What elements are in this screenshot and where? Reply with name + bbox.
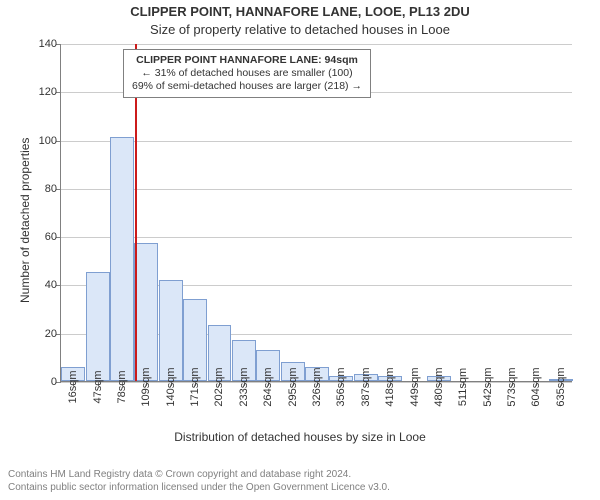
page-subtitle: Size of property relative to detached ho…	[0, 22, 600, 37]
xtick-label: 171sqm	[189, 367, 201, 406]
xtick-label: 326sqm	[311, 367, 323, 406]
xtick-label: 16sqm	[67, 370, 79, 403]
histogram-bar	[159, 280, 183, 381]
xtick-label: 202sqm	[213, 367, 225, 406]
chart-container: CLIPPER POINT, HANNAFORE LANE, LOOE, PL1…	[0, 0, 600, 500]
y-axis-label: Number of detached properties	[18, 138, 32, 303]
annotation-line-2: ← 31% of detached houses are smaller (10…	[132, 67, 362, 80]
xtick-label: 480sqm	[433, 367, 445, 406]
annotation-box: CLIPPER POINT HANNAFORE LANE: 94sqm ← 31…	[123, 49, 371, 98]
page-title: CLIPPER POINT, HANNAFORE LANE, LOOE, PL1…	[0, 4, 600, 19]
xtick-label: 387sqm	[360, 367, 372, 406]
xtick-label: 264sqm	[262, 367, 274, 406]
gridline	[61, 237, 572, 238]
ytick-label: 120	[39, 86, 57, 98]
annotation-line-1: CLIPPER POINT HANNAFORE LANE: 94sqm	[132, 54, 362, 67]
plot-area: CLIPPER POINT HANNAFORE LANE: 94sqm ← 31…	[60, 44, 572, 382]
xtick-label: 233sqm	[238, 367, 250, 406]
xtick-label: 604sqm	[530, 367, 542, 406]
ytick-label: 100	[39, 135, 57, 147]
xtick-label: 418sqm	[384, 367, 396, 406]
xtick-label: 573sqm	[506, 367, 518, 406]
xtick-label: 295sqm	[287, 367, 299, 406]
x-axis-label: Distribution of detached houses by size …	[0, 430, 600, 444]
xtick-label: 140sqm	[165, 367, 177, 406]
gridline	[61, 189, 572, 190]
footer-line-1: Contains HM Land Registry data © Crown c…	[8, 468, 390, 481]
gridline	[61, 44, 572, 45]
ytick-label: 80	[45, 183, 57, 195]
xtick-label: 356sqm	[335, 367, 347, 406]
ytick-label: 60	[45, 231, 57, 243]
annotation-line-3: 69% of semi-detached houses are larger (…	[132, 80, 362, 93]
histogram-bar	[134, 243, 158, 381]
histogram-bar	[110, 137, 134, 381]
xtick-label: 47sqm	[92, 370, 104, 403]
histogram-bar	[86, 272, 110, 381]
gridline	[61, 141, 572, 142]
ytick-label: 140	[39, 38, 57, 50]
xtick-label: 78sqm	[116, 370, 128, 403]
ytick-label: 40	[45, 279, 57, 291]
xtick-label: 542sqm	[482, 367, 494, 406]
xtick-label: 635sqm	[555, 367, 567, 406]
ytick-label: 0	[51, 376, 57, 388]
footer: Contains HM Land Registry data © Crown c…	[8, 468, 390, 494]
xtick-label: 109sqm	[140, 367, 152, 406]
ytick-label: 20	[45, 328, 57, 340]
xtick-label: 449sqm	[409, 367, 421, 406]
xtick-label: 511sqm	[457, 368, 469, 406]
footer-line-2: Contains public sector information licen…	[8, 481, 390, 494]
